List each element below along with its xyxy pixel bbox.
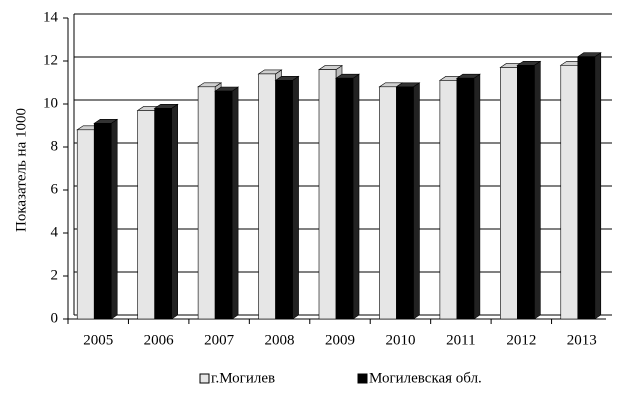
- y-tick-label: 6: [51, 181, 59, 197]
- legend-label: Могилевская обл.: [369, 370, 482, 386]
- y-tick-label: 12: [43, 52, 58, 68]
- x-tick-label: 2011: [446, 332, 475, 348]
- bar: [258, 73, 276, 320]
- legend-swatch: [357, 373, 368, 384]
- legend-label: г.Могилев: [211, 370, 275, 386]
- bar: [214, 90, 233, 320]
- y-tick-label: 10: [43, 95, 58, 111]
- x-tick-label: 2013: [567, 332, 597, 348]
- x-tick-label: 2009: [325, 332, 355, 348]
- bar: [439, 80, 458, 320]
- bar: [335, 77, 354, 320]
- bar: [76, 129, 95, 320]
- bar: [396, 86, 414, 320]
- bar: [456, 77, 475, 320]
- x-tick-label: 2007: [204, 332, 235, 348]
- bar-side: [534, 60, 541, 320]
- x-tick-label: 2005: [83, 332, 113, 348]
- bar: [154, 108, 172, 320]
- legend-swatch: [199, 373, 210, 384]
- bar-side: [473, 73, 481, 320]
- bar: [379, 86, 397, 320]
- bar: [517, 65, 535, 320]
- bar: [318, 69, 337, 320]
- x-tick-label: 2008: [265, 332, 295, 348]
- bar-side: [171, 103, 178, 320]
- bar: [500, 67, 518, 320]
- y-tick-label: 2: [51, 267, 59, 283]
- bar: [137, 110, 155, 320]
- bar: [93, 123, 112, 320]
- bar-side: [231, 86, 239, 320]
- y-tick-label: 4: [51, 224, 59, 240]
- bar-side: [352, 73, 360, 320]
- y-tick-label: 14: [43, 9, 59, 25]
- y-tick-label: 8: [51, 138, 59, 154]
- bar-side: [110, 118, 118, 320]
- y-tick-label: 0: [51, 310, 59, 326]
- bar-side: [413, 82, 420, 320]
- x-tick-label: 2006: [144, 332, 175, 348]
- bar: [275, 80, 293, 320]
- y-axis-label: Показатель на 1000: [13, 108, 29, 232]
- bar: [560, 65, 579, 320]
- bar: [197, 86, 216, 320]
- x-tick-label: 2012: [506, 332, 536, 348]
- bar-side: [594, 52, 602, 320]
- bar-side: [292, 75, 299, 320]
- x-tick-label: 2010: [385, 332, 415, 348]
- bar: [577, 56, 596, 320]
